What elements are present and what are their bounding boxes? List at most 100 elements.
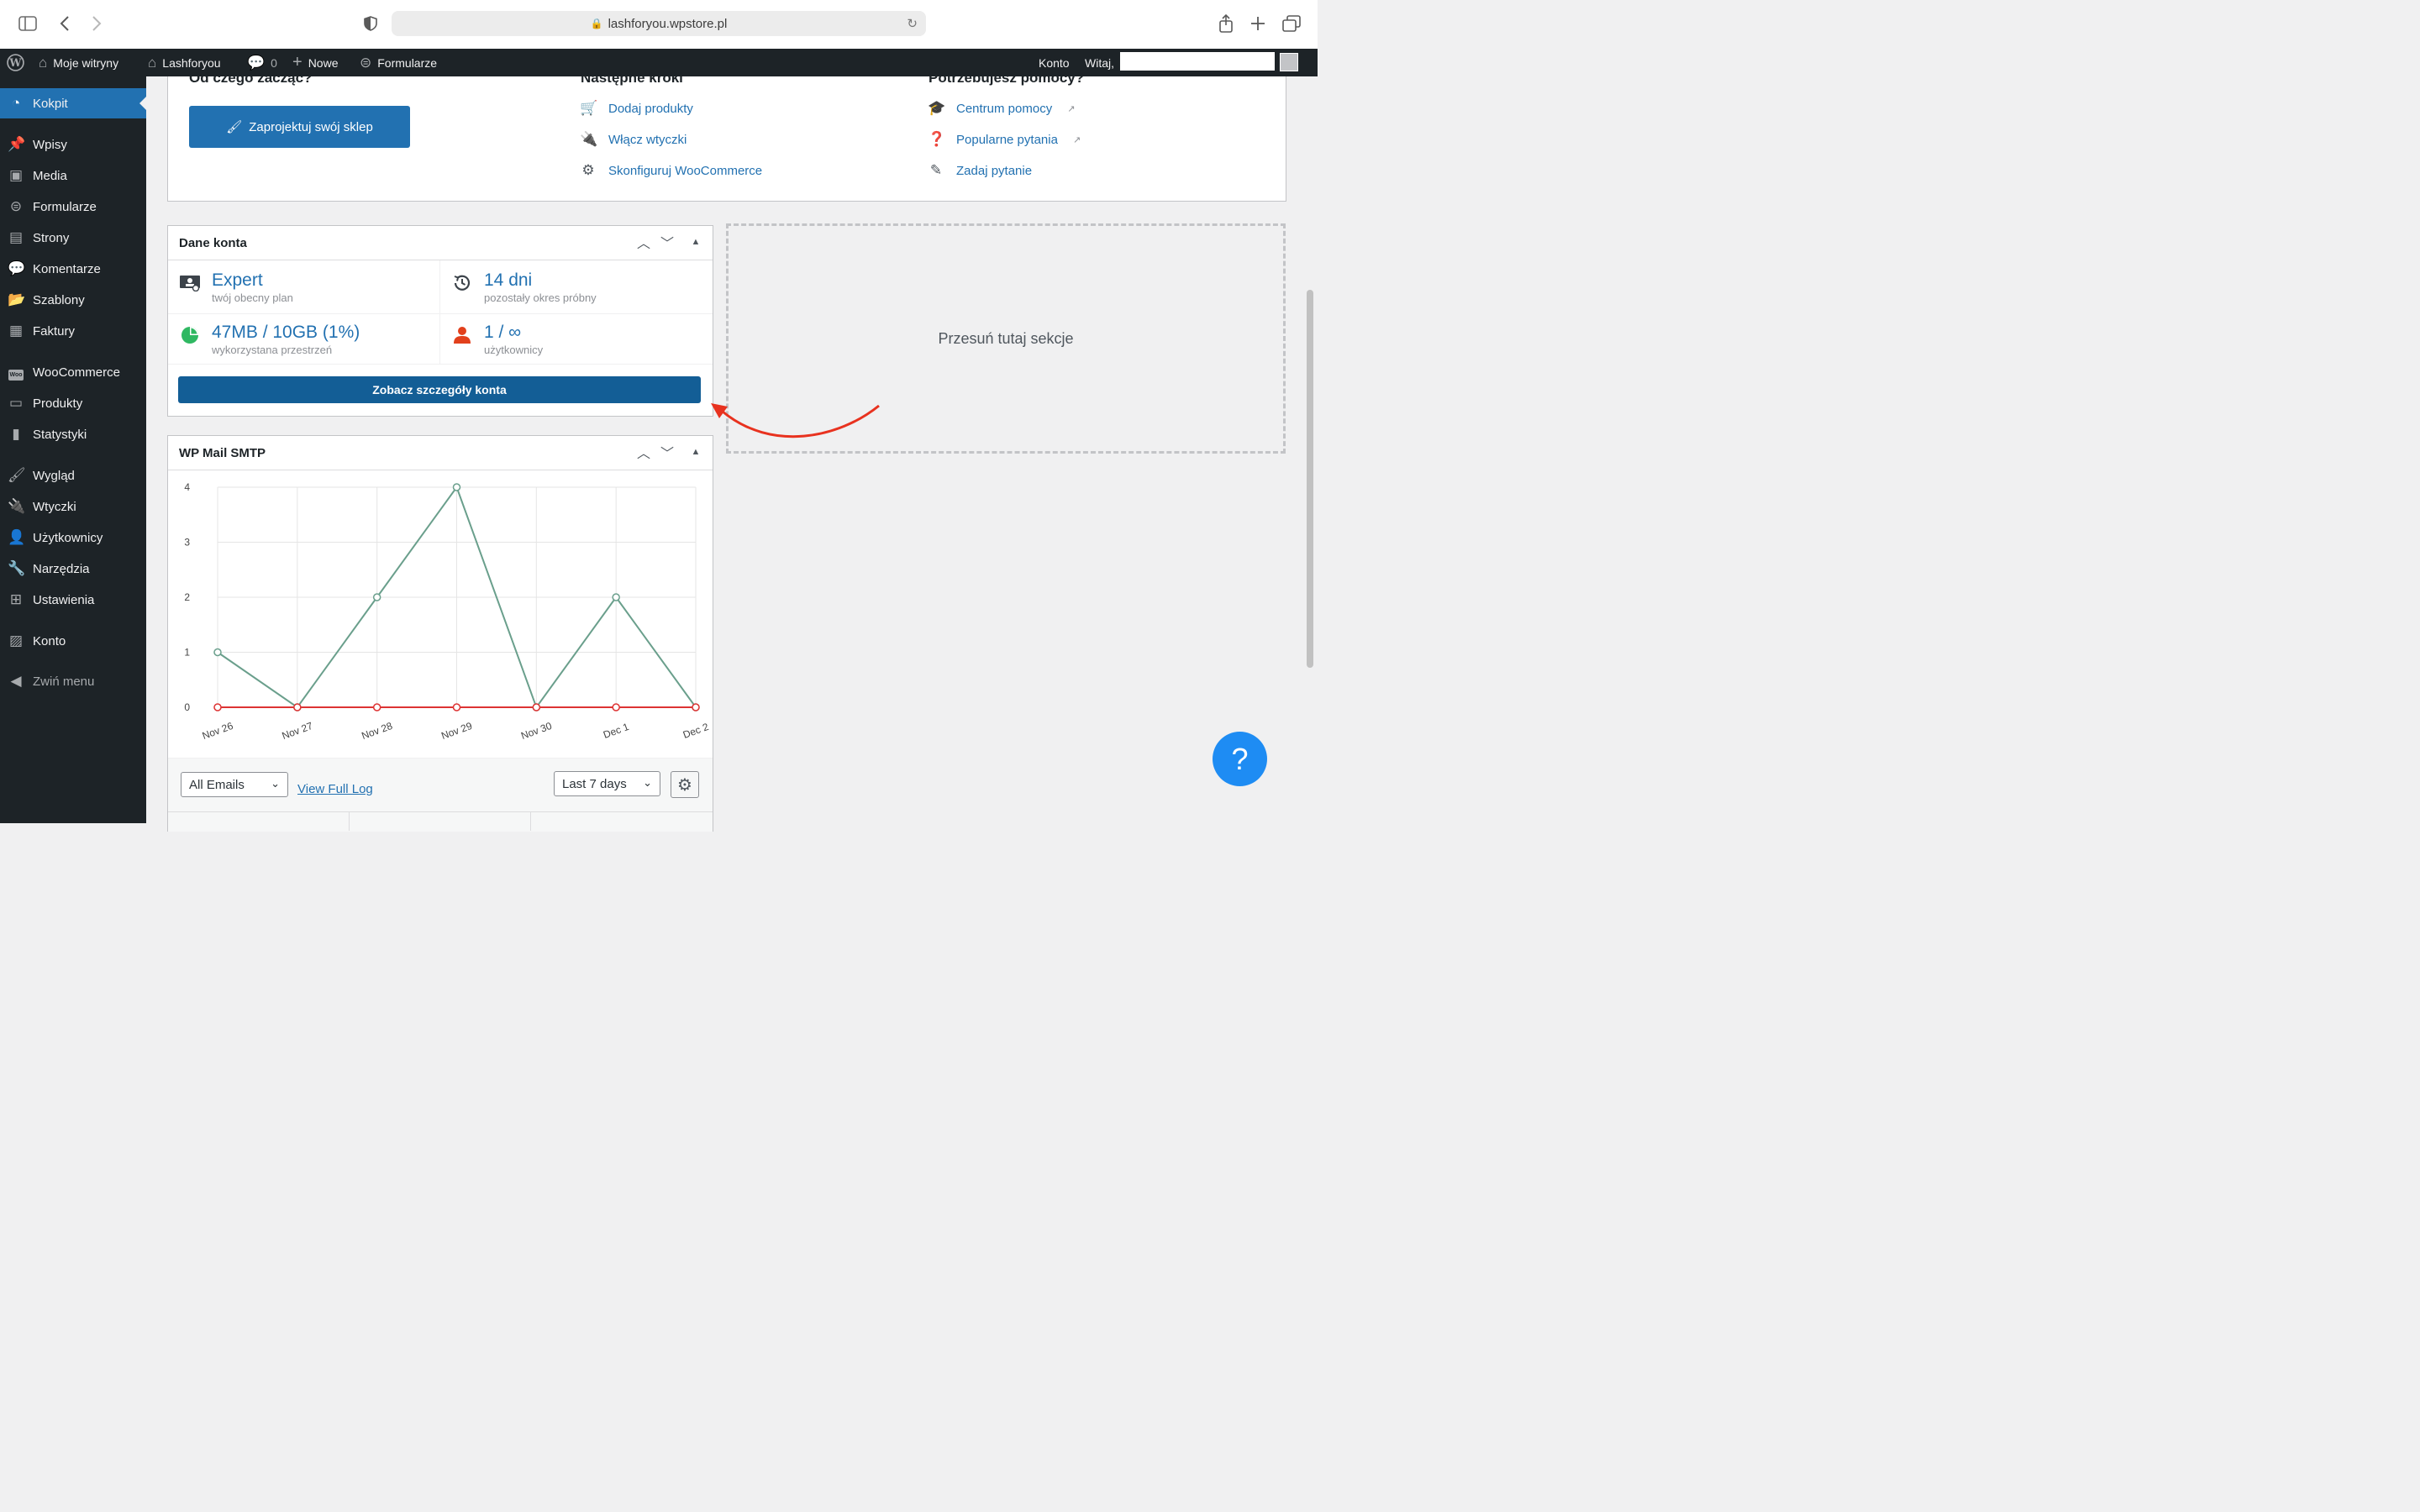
admin-bar: W ⌂ Moje witryny ⌂ Lashforyou 💬 0 + Nowe… bbox=[0, 49, 1318, 76]
sidebar-item-strony[interactable]: ▤ Strony bbox=[0, 223, 146, 253]
users-value: 1 / ∞ bbox=[484, 323, 522, 342]
comments-count: 0 bbox=[271, 55, 277, 70]
sidebar-item-szablony[interactable]: 📂 Szablony bbox=[0, 285, 146, 315]
ask-question-link[interactable]: ✎ Zadaj pytanie bbox=[928, 162, 1032, 179]
pie-chart-icon bbox=[179, 324, 201, 346]
address-bar[interactable]: 🔒 lashforyou.wpstore.pl ↻ bbox=[392, 11, 926, 36]
help-chat-button[interactable]: ? bbox=[1213, 732, 1267, 786]
sidebar-item-label: Wtyczki bbox=[33, 499, 76, 514]
x-tick-label: Nov 29 bbox=[439, 720, 474, 742]
gear-icon: ⚙ bbox=[677, 775, 692, 795]
x-tick-label: Dec 2 bbox=[681, 721, 711, 741]
data-point bbox=[612, 593, 620, 601]
comments-menu[interactable]: 💬 0 bbox=[247, 49, 277, 76]
wordpress-logo[interactable]: W bbox=[7, 49, 24, 76]
sidebar-item-label: Faktury bbox=[33, 323, 76, 339]
account-link[interactable]: Konto bbox=[1039, 49, 1070, 76]
my-sites-menu[interactable]: ⌂ Moje witryny bbox=[39, 49, 118, 76]
sidebar-item-label: Media bbox=[33, 168, 67, 183]
greeting-label: Witaj, bbox=[1085, 55, 1114, 70]
design-store-button[interactable]: 🖌 Zaprojektuj swój sklep bbox=[189, 106, 410, 148]
graduation-cap-icon: 🎓 bbox=[928, 100, 946, 116]
section-drop-zone[interactable]: Przesuń tutaj sekcje bbox=[726, 223, 1286, 454]
faq-link[interactable]: ❓ Popularne pytania ↗ bbox=[928, 131, 1081, 148]
lock-icon: 🔒 bbox=[590, 18, 603, 29]
drop-zone-text: Przesuń tutaj sekcje bbox=[938, 329, 1074, 347]
sidebar-toggle-icon[interactable] bbox=[17, 13, 39, 34]
wrench-icon: 🔧 bbox=[8, 560, 26, 576]
new-content-menu[interactable]: + Nowe bbox=[292, 49, 338, 76]
chart-settings-button[interactable]: ⚙ bbox=[671, 771, 699, 798]
move-down-icon[interactable]: ﹀ bbox=[660, 237, 674, 251]
sidebar-item-kokpit[interactable]: ◔ Kokpit bbox=[0, 88, 146, 118]
y-tick-label: 0 bbox=[184, 701, 190, 713]
chevron-down-icon: ⌄ bbox=[271, 777, 280, 790]
forms-menu[interactable]: ⊜ Formularze bbox=[360, 49, 437, 76]
sidebar-item-narzedzia[interactable]: 🔧 Narzędzia bbox=[0, 554, 146, 584]
avatar[interactable] bbox=[1280, 53, 1298, 71]
plus-icon: + bbox=[292, 53, 302, 71]
add-products-label: Dodaj produkty bbox=[608, 101, 693, 116]
x-tick-label: Dec 1 bbox=[602, 721, 631, 741]
new-label: Nowe bbox=[308, 55, 339, 70]
data-point bbox=[213, 648, 222, 657]
reload-icon[interactable]: ↻ bbox=[907, 17, 918, 31]
sidebar-item-wtyczki[interactable]: 🔌 Wtyczki bbox=[0, 491, 146, 522]
sidebar-item-wyglad[interactable]: 🖌 Wygląd bbox=[0, 460, 146, 491]
enable-plugins-link[interactable]: 🔌 Włącz wtyczki bbox=[580, 131, 687, 148]
smtp-box-header: WP Mail SMTP ︿ ﹀ ▲ bbox=[168, 436, 713, 470]
privacy-shield-icon[interactable] bbox=[360, 13, 381, 34]
toggle-panel-icon[interactable]: ▲ bbox=[691, 447, 701, 457]
help-center-link[interactable]: 🎓 Centrum pomocy ↗ bbox=[928, 100, 1075, 117]
move-up-icon[interactable]: ︿ bbox=[636, 237, 650, 251]
data-point bbox=[372, 593, 381, 601]
sidebar-item-komentarze[interactable]: 💬 Komentarze bbox=[0, 254, 146, 284]
move-up-icon[interactable]: ︿ bbox=[636, 447, 650, 461]
data-point bbox=[213, 703, 222, 711]
cart-icon: 🛒 bbox=[580, 100, 598, 116]
storage-label: wykorzystana przestrzeń bbox=[212, 344, 333, 356]
period-select[interactable]: Last 7 days ⌄ bbox=[554, 771, 660, 796]
forward-icon[interactable] bbox=[86, 13, 108, 34]
back-icon[interactable] bbox=[54, 13, 76, 34]
sidebar-item-formularze[interactable]: ⊜ Formularze bbox=[0, 192, 146, 222]
data-point bbox=[372, 703, 381, 711]
edit-icon: ✎ bbox=[929, 162, 943, 178]
sidebar-item-media[interactable]: ▣ Media bbox=[0, 160, 146, 191]
y-tick-label: 2 bbox=[184, 591, 190, 603]
toggle-panel-icon[interactable]: ▲ bbox=[691, 237, 701, 247]
share-icon[interactable] bbox=[1215, 13, 1237, 34]
account-box-title: Dane konta bbox=[179, 236, 247, 250]
greeting[interactable]: Witaj, bbox=[1085, 49, 1114, 76]
page-scrollbar[interactable] bbox=[1307, 290, 1313, 668]
username-redacted[interactable] bbox=[1120, 52, 1275, 71]
account-details-button[interactable]: Zobacz szczegóły konta bbox=[178, 376, 701, 403]
site-name-menu[interactable]: ⌂ Lashforyou bbox=[148, 49, 221, 76]
new-tab-icon[interactable] bbox=[1247, 13, 1269, 34]
sidebar-item-faktury[interactable]: ▦ Faktury bbox=[0, 316, 146, 346]
add-products-link[interactable]: 🛒 Dodaj produkty bbox=[580, 100, 693, 117]
question-mark-icon: ? bbox=[1231, 741, 1249, 776]
collapse-menu-button[interactable]: ◀ Zwiń menu bbox=[0, 666, 146, 696]
sidebar-item-wpisy[interactable]: 📌 Wpisy bbox=[0, 129, 146, 160]
sidebar-item-woocommerce[interactable]: Woo WooCommerce bbox=[0, 357, 146, 387]
email-filter-select[interactable]: All Emails ⌄ bbox=[181, 772, 288, 797]
stats-icon: ▮ bbox=[12, 426, 20, 442]
configure-woocommerce-link[interactable]: ⚙ Skonfiguruj WooCommerce bbox=[580, 162, 762, 179]
sidebar-item-statystyki[interactable]: ▮ Statystyki bbox=[0, 419, 146, 449]
my-sites-label: Moje witryny bbox=[53, 55, 119, 70]
sidebar-item-ustawienia[interactable]: ⊞ Ustawienia bbox=[0, 585, 146, 615]
divider bbox=[530, 812, 531, 831]
start-heading: Od czego zacząć? bbox=[189, 70, 313, 86]
view-full-log-link[interactable]: View Full Log bbox=[297, 782, 373, 796]
comment-bubble-icon: 💬 bbox=[247, 54, 266, 71]
sidebar-item-uzytkownicy[interactable]: 👤 Użytkownicy bbox=[0, 522, 146, 553]
svg-text:W: W bbox=[8, 56, 22, 69]
sidebar-item-produkty[interactable]: ▭ Produkty bbox=[0, 388, 146, 418]
email-stats-chart: 0 1 2 3 4 Nov 26 Nov 27 Nov 28 Nov 29 Nov 30 Dec 1… bbox=[184, 481, 711, 742]
tabs-overview-icon[interactable] bbox=[1281, 13, 1302, 34]
browser-toolbar: 🔒 lashforyou.wpstore.pl ↻ bbox=[0, 0, 1318, 50]
sidebar-item-konto[interactable]: ▨ Konto bbox=[0, 626, 146, 656]
next-steps-heading: Następne kroki bbox=[581, 70, 683, 86]
move-down-icon[interactable]: ﹀ bbox=[660, 447, 674, 461]
